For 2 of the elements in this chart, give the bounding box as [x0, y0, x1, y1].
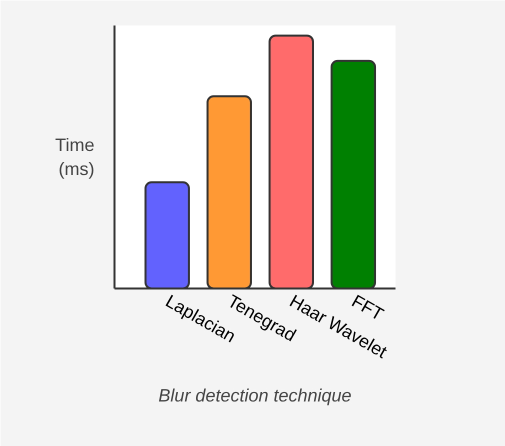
y-axis-title: Time (ms) — [55, 135, 95, 179]
x-axis-title: Blur detection technique — [158, 386, 352, 406]
